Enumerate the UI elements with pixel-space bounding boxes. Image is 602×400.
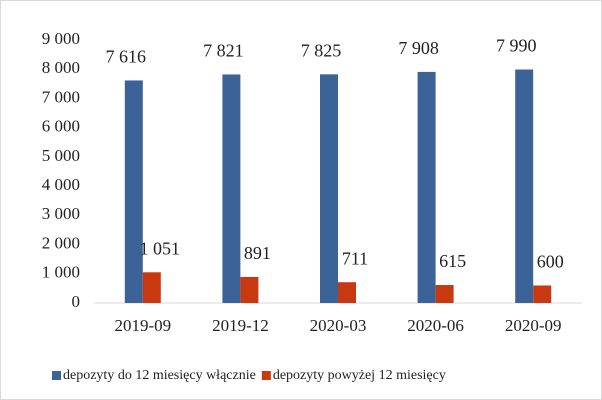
y-tick-label: 7 000 xyxy=(42,87,80,106)
data-label: 7 616 xyxy=(106,47,147,67)
data-label: 7 821 xyxy=(203,41,244,61)
x-tick-label: 2020-03 xyxy=(310,316,367,335)
bar xyxy=(515,69,534,304)
legend-label: depozyty do 12 miesięcy włącznie xyxy=(63,368,256,383)
data-label: 7 825 xyxy=(301,40,342,60)
data-label: 891 xyxy=(244,243,271,263)
y-tick-label: 0 xyxy=(72,292,81,311)
bar xyxy=(142,272,161,303)
bar xyxy=(338,282,356,303)
y-tick-label: 5 000 xyxy=(42,146,80,165)
y-tick-label: 4 000 xyxy=(42,175,80,194)
legend-swatch xyxy=(261,371,271,380)
data-label: 7 908 xyxy=(398,38,439,58)
x-tick-label: 2020-06 xyxy=(407,316,464,335)
data-label: 615 xyxy=(439,251,466,271)
data-label: 600 xyxy=(537,252,564,272)
bar xyxy=(320,74,338,303)
y-tick-label: 2 000 xyxy=(42,233,80,252)
legend-label: depozyty powyżej 12 miesięcy xyxy=(273,368,446,383)
y-tick-label: 1 000 xyxy=(42,263,80,282)
bar xyxy=(533,285,552,303)
x-tick-label: 2020-09 xyxy=(505,316,562,335)
bar xyxy=(435,285,454,303)
bar xyxy=(240,276,259,303)
y-tick-label: 3 000 xyxy=(42,204,80,223)
data-label: 711 xyxy=(342,248,368,268)
y-tick-label: 6 000 xyxy=(42,117,80,136)
data-label: 1 051 xyxy=(140,238,181,258)
data-label: 7 990 xyxy=(496,36,537,56)
y-tick-label: 8 000 xyxy=(42,58,80,77)
legend-swatch xyxy=(52,371,61,380)
y-tick-label: 9 000 xyxy=(42,29,80,48)
bar xyxy=(222,74,241,303)
x-tick-label: 2019-12 xyxy=(212,316,269,335)
bar xyxy=(124,80,143,303)
bar xyxy=(417,71,436,303)
x-tick-label: 2019-09 xyxy=(114,316,171,335)
